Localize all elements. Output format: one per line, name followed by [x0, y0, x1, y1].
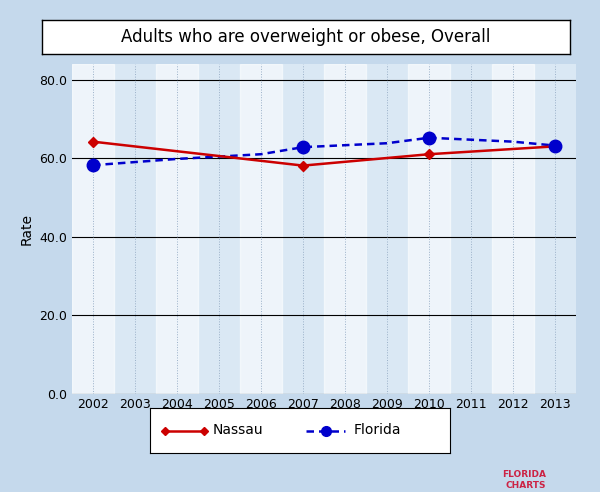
Text: FLORIDA
CHARTS: FLORIDA CHARTS	[502, 470, 546, 490]
Text: Nassau: Nassau	[213, 424, 263, 437]
Text: Florida: Florida	[354, 424, 401, 437]
Y-axis label: Rate: Rate	[20, 213, 34, 245]
Bar	[72, 64, 114, 394]
Bar	[324, 64, 366, 394]
X-axis label: Year: Year	[310, 417, 338, 431]
Bar	[240, 64, 282, 394]
Bar	[156, 64, 198, 394]
Bar	[492, 64, 534, 394]
Bar	[408, 64, 450, 394]
Text: Adults who are overweight or obese, Overall: Adults who are overweight or obese, Over…	[121, 28, 491, 46]
